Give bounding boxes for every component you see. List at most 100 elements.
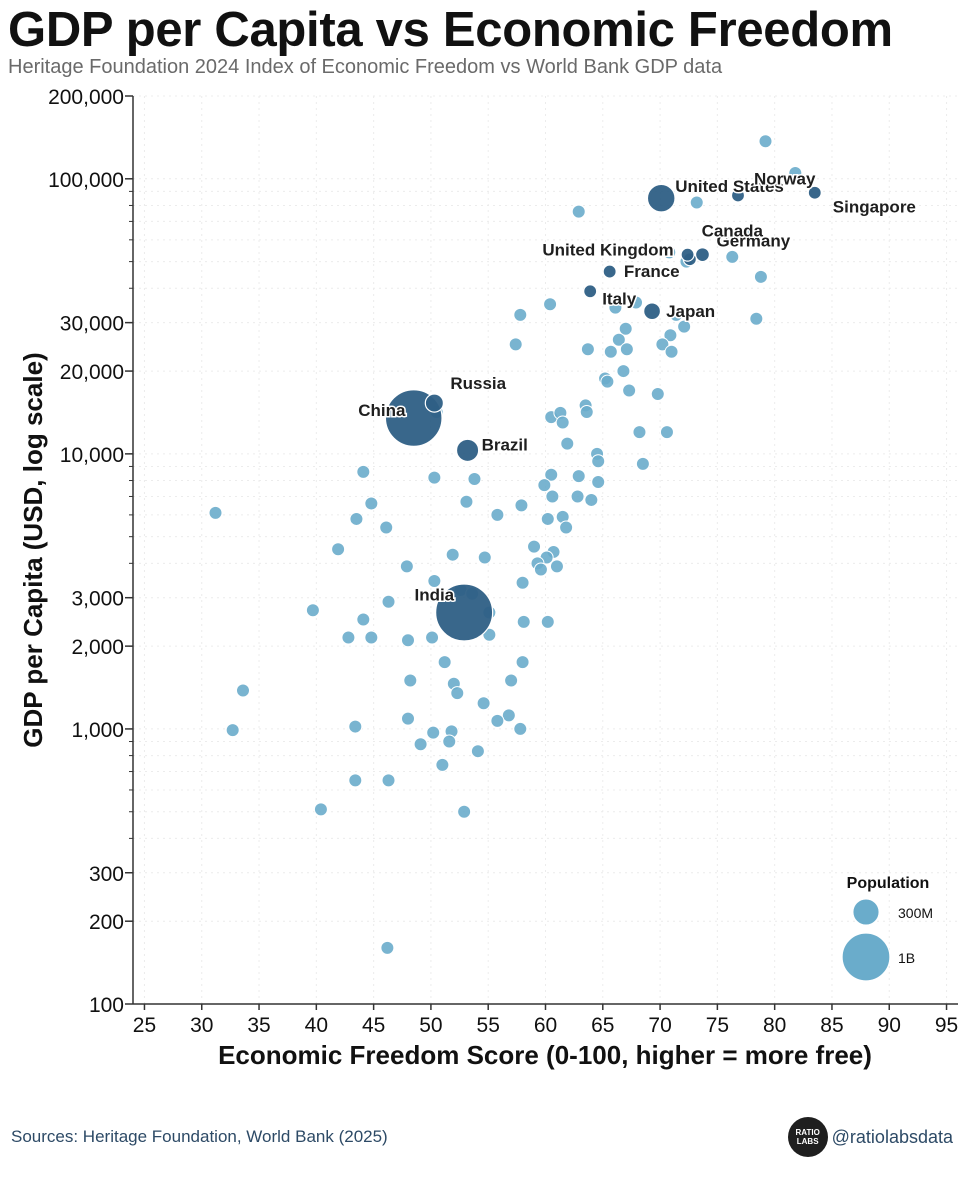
country-point [616, 364, 631, 379]
country-point [560, 436, 575, 451]
country-label: India [414, 586, 454, 605]
country-point [401, 711, 415, 726]
country-point [514, 498, 529, 513]
x-tick-label: 80 [763, 1014, 786, 1037]
country-label: Russia [450, 374, 506, 393]
country-point [749, 311, 764, 326]
x-tick-label: 35 [247, 1014, 270, 1037]
y-tick-label: 10,000 [60, 444, 124, 467]
y-tick-label: 300 [89, 863, 124, 886]
country-point [477, 550, 492, 565]
country-point-major [602, 264, 617, 279]
country-point [490, 713, 505, 728]
country-point [380, 940, 395, 955]
country-label: Norway [754, 169, 816, 188]
chart-points [208, 134, 822, 955]
country-point [435, 757, 450, 772]
country-point [629, 295, 644, 310]
country-point [476, 696, 491, 711]
country-point [555, 415, 570, 430]
country-point [753, 269, 768, 284]
legend-bubble [841, 932, 891, 982]
country-point [457, 804, 472, 819]
country-point [348, 719, 363, 734]
country-point [356, 464, 371, 479]
country-point [401, 633, 415, 648]
country-point [725, 249, 740, 264]
country-point [545, 489, 560, 504]
country-point [788, 165, 803, 180]
country-point [537, 478, 552, 493]
country-point [490, 507, 505, 522]
legend-label: 300M [898, 905, 933, 921]
page-subtitle: Heritage Foundation 2024 Index of Econom… [8, 56, 723, 78]
country-point [225, 723, 240, 738]
y-tick-label: 100 [89, 994, 124, 1017]
page-title: GDP per Capita vs Economic Freedom [8, 3, 893, 57]
country-point [618, 321, 633, 336]
country-point [413, 737, 428, 752]
social-handle[interactable]: @ratiolabsdata [831, 1126, 953, 1147]
country-point [669, 307, 684, 322]
country-point-major [643, 302, 662, 321]
country-point-major [646, 183, 676, 213]
chart-axes: 100 200 300 1,000 2,000 3,000 10,000 20,000 30,0… [48, 86, 958, 1037]
country-label: United Kingdom [542, 241, 673, 260]
y-tick-label: 30,000 [60, 313, 124, 336]
x-tick-label: 30 [190, 1014, 213, 1037]
x-tick-label: 90 [878, 1014, 901, 1037]
country-point [516, 614, 531, 629]
country-label: Canada [702, 222, 764, 241]
country-point [591, 475, 606, 490]
country-point [313, 802, 328, 817]
legend-label: 1B [898, 950, 915, 966]
country-point [349, 511, 364, 526]
x-tick-label: 50 [419, 1014, 442, 1037]
country-point [580, 342, 595, 357]
x-tick-label: 55 [477, 1014, 500, 1037]
country-point [611, 332, 626, 347]
country-point [622, 383, 637, 398]
x-tick-label: 60 [534, 1014, 557, 1037]
country-point [650, 387, 665, 402]
country-point [305, 603, 320, 618]
country-point [570, 489, 585, 504]
country-point [437, 655, 452, 670]
country-point [533, 562, 548, 577]
country-point [632, 425, 647, 440]
legend-title: Population [847, 875, 930, 892]
x-tick-label: 95 [935, 1014, 958, 1037]
x-tick-label: 85 [820, 1014, 843, 1037]
country-label: Brazil [482, 435, 528, 454]
y-axis-label: GDP per Capita (USD, log scale) [18, 352, 48, 747]
legend-bubble [852, 898, 880, 926]
country-point [450, 686, 465, 701]
country-label: United States [675, 177, 784, 196]
country-point [600, 374, 615, 389]
country-label: China [358, 401, 406, 420]
country-point-major [680, 247, 695, 262]
country-point [236, 683, 250, 698]
country-point [364, 630, 379, 645]
country-point [513, 307, 528, 322]
country-point [571, 204, 586, 219]
country-point [608, 300, 623, 315]
country-point-major [583, 284, 598, 299]
country-point [635, 456, 650, 471]
country-point [504, 673, 519, 688]
country-point [689, 195, 704, 210]
country-point [331, 542, 346, 557]
x-tick-label: 75 [706, 1014, 729, 1037]
country-point [364, 496, 379, 511]
country-point-major [730, 188, 746, 203]
country-label: France [624, 262, 680, 281]
country-point [501, 708, 516, 723]
country-point [356, 612, 371, 627]
country-point [442, 734, 457, 749]
country-point [508, 337, 523, 352]
country-point [543, 297, 558, 312]
chart-grid [133, 95, 958, 1005]
y-tick-label: 100,000 [48, 169, 124, 192]
brand: RATIO LABS @ratiolabsdata [787, 1117, 953, 1157]
